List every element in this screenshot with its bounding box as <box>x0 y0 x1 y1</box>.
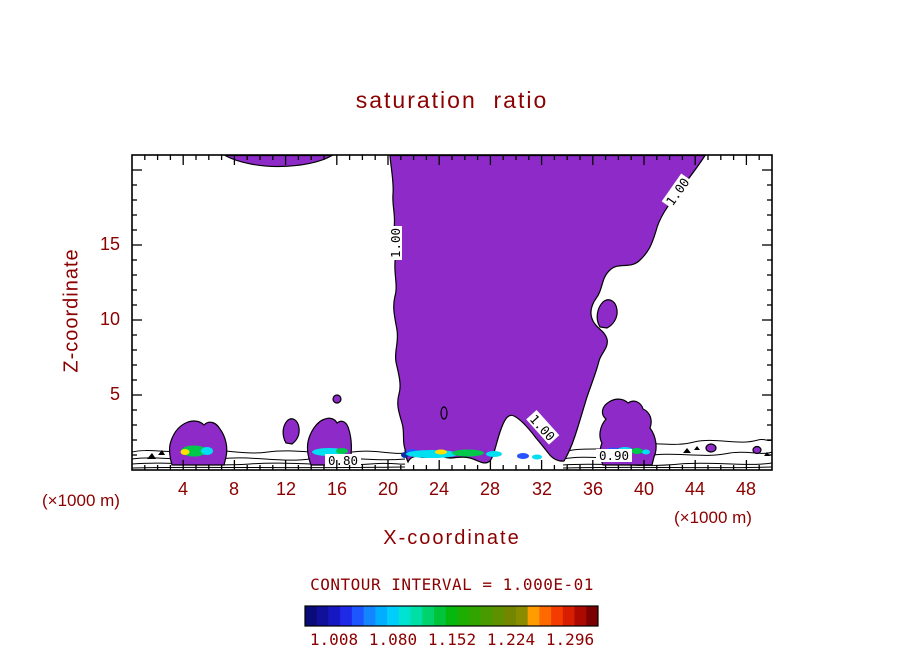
contour-label-left-vertical: 1.00 <box>388 226 403 260</box>
chart-title: saturation ratio <box>355 87 549 113</box>
axis-ticks <box>132 155 772 470</box>
x-tick-label-16: 16 <box>326 479 348 499</box>
y-tick-label-5: 5 <box>109 384 120 404</box>
svg-text:0.90: 0.90 <box>599 448 629 463</box>
surface-cell-a <box>168 420 228 466</box>
contour-labels: 1.00 1.00 1.00 0.80 0.90 <box>325 173 693 468</box>
x-axis-unit-right: (×1000 m) <box>674 508 752 527</box>
svg-text:1.00: 1.00 <box>388 228 403 258</box>
colorbar-label-4: 1.224 <box>486 630 536 649</box>
contour-interval-label: CONTOUR INTERVAL = 1.000E-01 <box>310 575 594 594</box>
svg-text:0.80: 0.80 <box>328 453 358 468</box>
colorbar-cells <box>305 606 599 626</box>
plume-island <box>596 299 618 329</box>
x-axis-title: X-coordinate <box>383 527 521 549</box>
x-tick-label-28: 28 <box>479 479 501 499</box>
contour-label-bottom-right: 0.90 <box>596 448 632 463</box>
colorbar-label-2: 1.080 <box>368 630 418 649</box>
x-axis-unit-left: (×1000 m) <box>42 491 120 510</box>
colorbar-border <box>304 605 599 627</box>
colorbar-label-3: 1.152 <box>427 630 477 649</box>
surface-cell-c-dot <box>332 394 342 404</box>
surface-speck-f <box>752 445 762 455</box>
x-tick-label-36: 36 <box>582 479 604 499</box>
x-tick-label-12: 12 <box>275 479 297 499</box>
top-sliver <box>224 154 335 168</box>
surface-cell-b <box>282 418 300 445</box>
closed-contour-dot <box>440 406 448 420</box>
x-tick-label-44: 44 <box>684 479 706 499</box>
colorbar <box>304 605 599 627</box>
x-tick-label-48: 48 <box>735 479 757 499</box>
x-tick-label-8: 8 <box>228 479 240 499</box>
x-tick-label-24: 24 <box>428 479 450 499</box>
y-tick-label-10: 10 <box>99 309 120 329</box>
saturated-regions <box>168 154 762 466</box>
x-tick-label-4: 4 <box>177 479 189 499</box>
x-tick-label-40: 40 <box>633 479 655 499</box>
surface-speck-e <box>705 443 717 453</box>
main-plume <box>389 154 707 464</box>
y-axis-title: Z-coordinate <box>60 248 83 373</box>
x-tick-label-32: 32 <box>531 479 553 499</box>
colorbar-label-1: 1.008 <box>309 630 359 649</box>
contour-label-bottom-left: 0.80 <box>325 453 361 468</box>
y-tick-label-15: 15 <box>99 234 120 254</box>
colorbar-label-5: 1.296 <box>545 630 595 649</box>
x-tick-label-20: 20 <box>377 479 399 499</box>
